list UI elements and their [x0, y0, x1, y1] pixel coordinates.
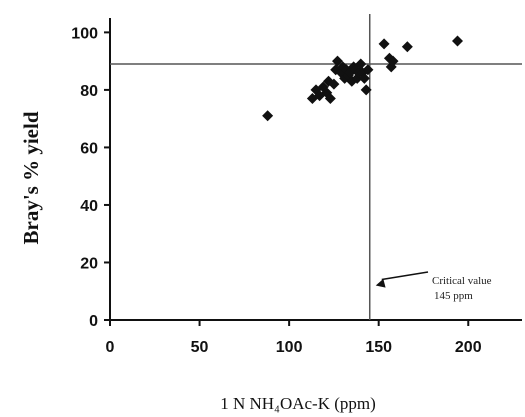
x-tick-label: 0 — [106, 339, 115, 356]
data-point — [262, 110, 274, 122]
data-point — [362, 64, 374, 76]
data-point — [378, 38, 390, 50]
y-tick-label: 60 — [80, 140, 98, 157]
annotation-line1: Critical value — [432, 275, 492, 287]
y-axis-label: Bray's % yield — [19, 111, 43, 244]
data-point — [331, 55, 343, 67]
data-point — [360, 84, 372, 96]
x-axis-ticks: 0 50 100 150 200 — [106, 320, 482, 356]
x-axis-label: 1 N NH₄OAc-K (ppm) — [220, 394, 376, 413]
data-point — [328, 78, 340, 90]
data-point — [324, 93, 336, 105]
x-tick-label: 200 — [455, 339, 482, 356]
data-point — [452, 35, 464, 47]
y-tick-label: 80 — [80, 83, 98, 100]
x-tick-label: 50 — [191, 339, 209, 356]
x-tick-label: 150 — [365, 339, 392, 356]
y-tick-label: 20 — [80, 255, 98, 272]
annotation-arrowhead — [375, 278, 386, 288]
data-points — [262, 35, 464, 122]
annotation-line2: 145 ppm — [434, 290, 473, 302]
y-axis-ticks: 0 20 40 60 80 100 — [71, 25, 110, 330]
y-tick-label: 100 — [71, 25, 98, 42]
plot-area: 0 20 40 60 80 100 0 50 100 150 200 Critical value… — [71, 14, 522, 356]
data-point — [355, 58, 367, 70]
data-point — [358, 72, 370, 84]
critical-value-annotation: Critical value 145 ppm — [375, 271, 492, 302]
annotation-arrow — [381, 271, 429, 281]
x-tick-label: 100 — [276, 339, 303, 356]
y-tick-label: 0 — [89, 313, 98, 330]
y-tick-label: 40 — [80, 198, 98, 215]
data-point — [387, 55, 399, 67]
data-point — [401, 41, 413, 53]
